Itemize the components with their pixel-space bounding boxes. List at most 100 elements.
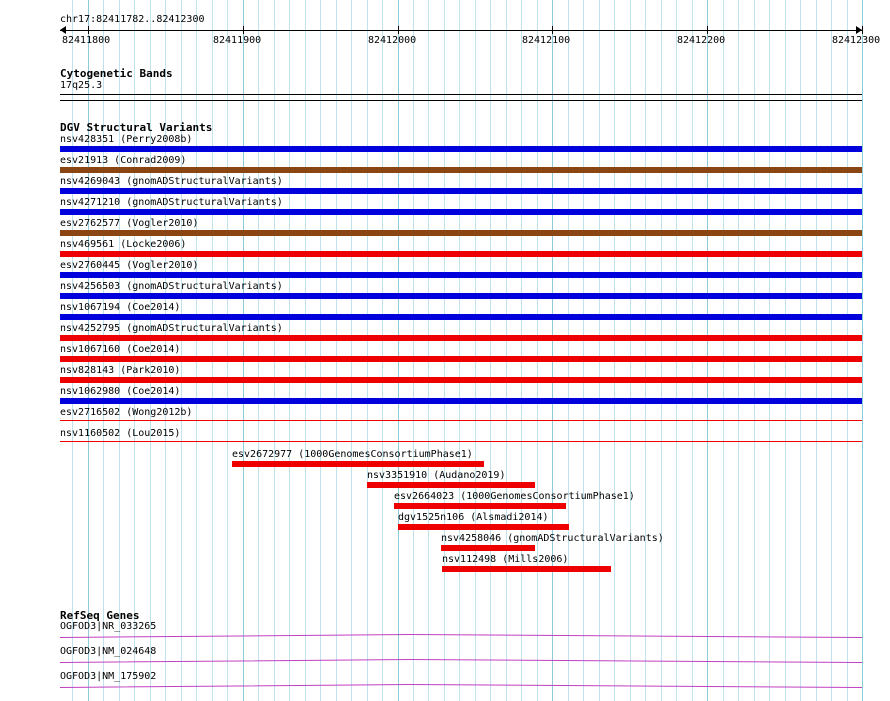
grid-line [305, 0, 306, 701]
ruler-tick [243, 26, 244, 34]
grid-line [537, 0, 538, 701]
grid-line [769, 0, 770, 701]
gene-intron-line[interactable] [60, 634, 862, 638]
dgv-feature-label: nsv1067194 (Coe2014) [60, 302, 181, 313]
ruler-tick-label: 82412100 [522, 35, 571, 46]
gene-intron-path [60, 684, 862, 688]
dgv-feature-label: nsv4252795 (gnomADStructuralVariants) [60, 323, 283, 334]
dgv-feature-label: dgv1525n106 (Alsmadi2014) [398, 512, 549, 523]
dgv-feature-bar[interactable] [60, 356, 862, 362]
dgv-feature-bar[interactable] [232, 461, 484, 467]
ruler-tick [88, 26, 89, 34]
dgv-feature-label: esv2760445 (Vogler2010) [60, 260, 199, 271]
dgv-feature-label: nsv4269043 (gnomADStructuralVariants) [60, 176, 283, 187]
dgv-feature-bar[interactable] [441, 545, 535, 551]
dgv-feature-label: esv2716502 (Wong2012b) [60, 407, 193, 418]
ruler-tick-label: 82412200 [677, 35, 726, 46]
grid-line [862, 0, 863, 701]
grid-line [630, 0, 631, 701]
grid-line [568, 0, 569, 701]
dgv-feature-bar[interactable] [442, 566, 611, 572]
grid-line [707, 0, 708, 701]
grid-line [614, 0, 615, 701]
track-title-dgv[interactable]: DGV Structural Variants [60, 121, 213, 134]
track-title-refseq[interactable]: RefSeq Genes [60, 609, 140, 622]
dgv-feature-bar[interactable] [367, 482, 535, 488]
grid-line [181, 0, 182, 701]
ruler-tick [398, 26, 399, 34]
grid-line [444, 0, 445, 701]
locus-label: chr17:82411782..82412300 [60, 14, 205, 25]
dgv-feature-bar[interactable] [60, 377, 862, 383]
dgv-feature-label: nsv828143 (Park2010) [60, 365, 181, 376]
dgv-feature-label: nsv469561 (Locke2006) [60, 239, 187, 250]
grid-line [258, 0, 259, 701]
grid-line [196, 0, 197, 701]
grid-line [645, 0, 646, 701]
dgv-feature-label: esv2664023 (1000GenomesConsortiumPhase1) [394, 491, 635, 502]
track-title-cytobands[interactable]: Cytogenetic Bands [60, 67, 173, 80]
dgv-feature-bar[interactable] [60, 230, 862, 236]
grid-line [336, 0, 337, 701]
dgv-feature-label: nsv1062980 (Coe2014) [60, 386, 181, 397]
grid-line [692, 0, 693, 701]
dgv-feature-bar[interactable] [60, 420, 862, 421]
grid-line [583, 0, 584, 701]
grid-line [552, 0, 553, 701]
grid-line [227, 0, 228, 701]
gene-intron-line[interactable] [60, 684, 862, 688]
dgv-feature-label: esv2762577 (Vogler2010) [60, 218, 199, 229]
ruler-tick-label: 82411800 [62, 35, 111, 46]
grid-line [800, 0, 801, 701]
dgv-feature-label: nsv4256503 (gnomADStructuralVariants) [60, 281, 283, 292]
cytoband-bar[interactable] [60, 94, 862, 95]
grid-line [599, 0, 600, 701]
grid-line [351, 0, 352, 701]
grid-line [428, 0, 429, 701]
dgv-feature-label: nsv4271210 (gnomADStructuralVariants) [60, 197, 283, 208]
grid-line [289, 0, 290, 701]
dgv-feature-bar[interactable] [60, 167, 862, 173]
dgv-feature-bar[interactable] [60, 335, 862, 341]
dgv-feature-label: nsv112498 (Mills2006) [442, 554, 569, 565]
dgv-feature-bar[interactable] [60, 188, 862, 194]
dgv-feature-bar[interactable] [60, 209, 862, 215]
ruler-tick [552, 26, 553, 34]
gene-label: OGFOD3|NR_033265 [60, 621, 157, 632]
dgv-feature-bar[interactable] [394, 503, 566, 509]
dgv-feature-bar[interactable] [60, 272, 862, 278]
gene-label: OGFOD3|NM_024648 [60, 646, 157, 657]
dgv-feature-bar[interactable] [60, 251, 862, 257]
grid-line [459, 0, 460, 701]
dgv-feature-bar[interactable] [60, 293, 862, 299]
ruler-tick-label: 82411900 [213, 35, 262, 46]
gene-intron-path [60, 634, 862, 638]
dgv-feature-label: esv21913 (Conrad2009) [60, 155, 187, 166]
grid-line [738, 0, 739, 701]
ruler-tick-label: 82412000 [368, 35, 417, 46]
ruler-tick-label: 82412300 [832, 35, 881, 46]
grid-line [521, 0, 522, 701]
grid-line [243, 0, 244, 701]
dgv-feature-bar[interactable] [60, 441, 862, 442]
grid-line [490, 0, 491, 701]
grid-line [398, 0, 399, 701]
grid-line [661, 0, 662, 701]
grid-line [847, 0, 848, 701]
gene-intron-line[interactable] [60, 659, 862, 663]
grid-line [320, 0, 321, 701]
dgv-feature-bar[interactable] [60, 146, 862, 152]
dgv-feature-bar[interactable] [60, 398, 862, 404]
dgv-feature-label: nsv3351910 (Audano2019) [367, 470, 506, 481]
dgv-feature-label: nsv1067160 (Coe2014) [60, 344, 181, 355]
grid-line [816, 0, 817, 701]
dgv-feature-bar[interactable] [60, 314, 862, 320]
dgv-feature-bar[interactable] [398, 524, 569, 530]
grid-line [676, 0, 677, 701]
dgv-feature-label: nsv1160502 (Lou2015) [60, 428, 181, 439]
grid-line [475, 0, 476, 701]
grid-line [274, 0, 275, 701]
grid-line [785, 0, 786, 701]
grid-line [723, 0, 724, 701]
